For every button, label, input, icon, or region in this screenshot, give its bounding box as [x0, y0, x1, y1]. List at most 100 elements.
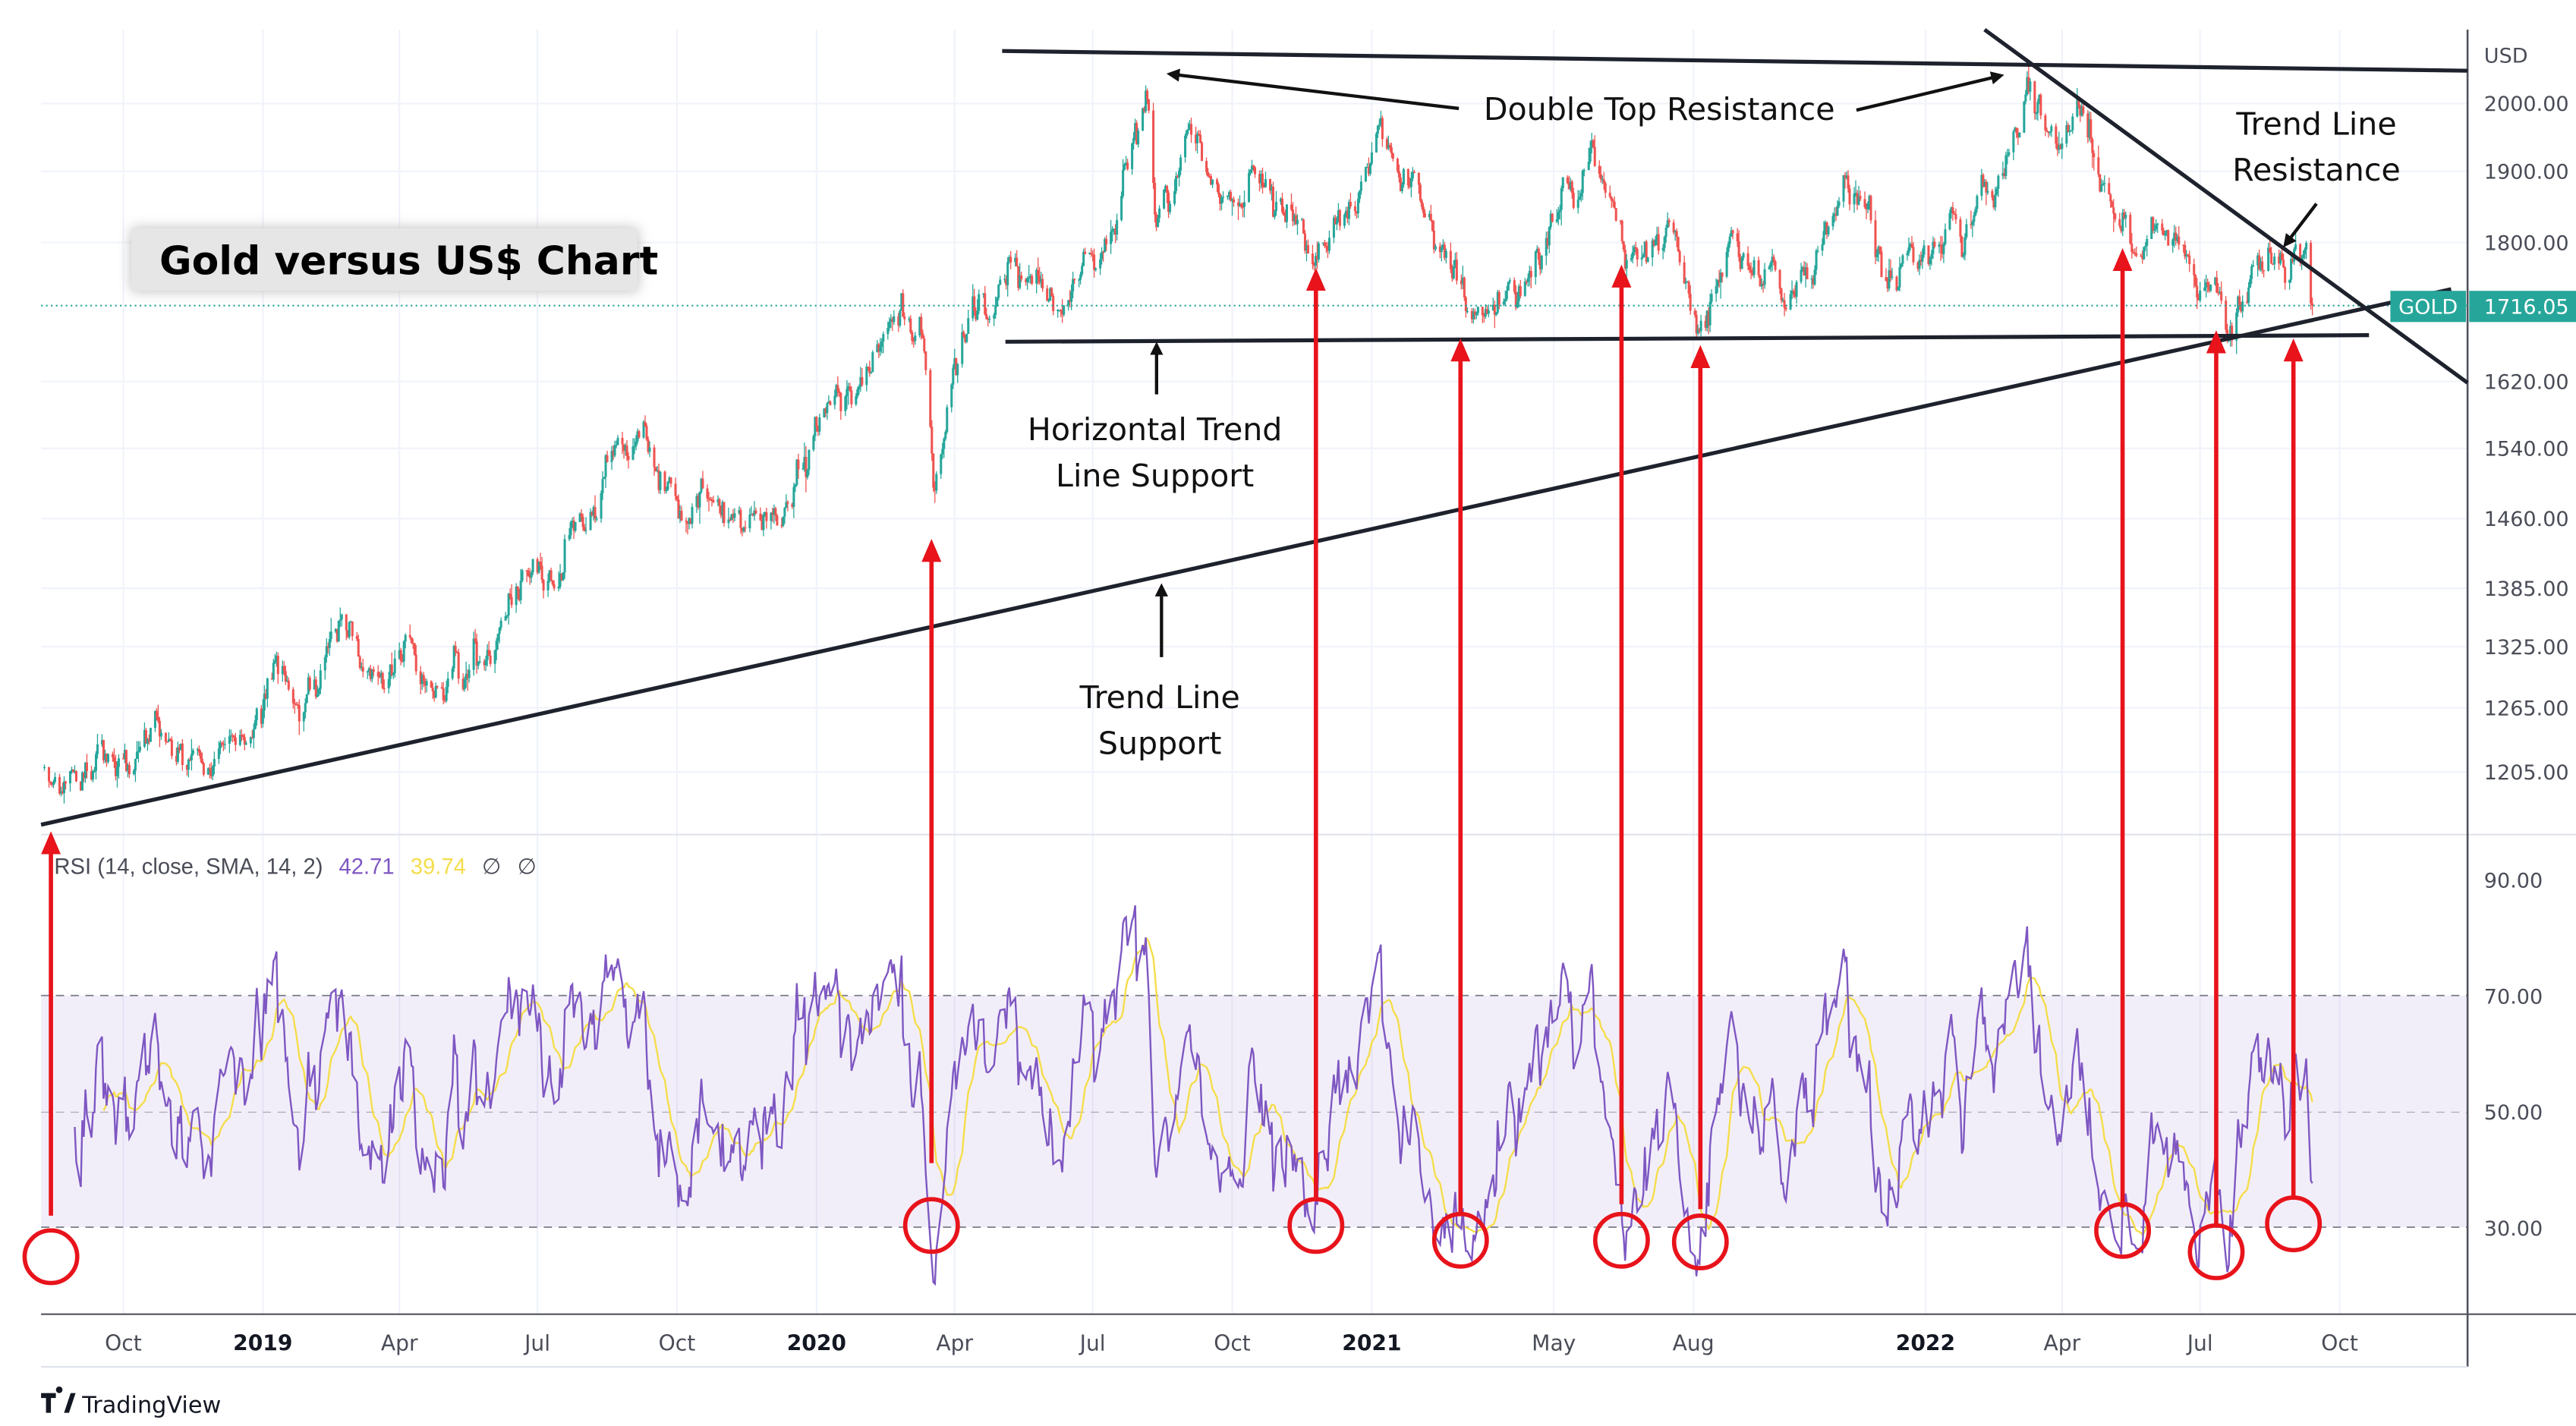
candle — [2206, 279, 2209, 293]
candle — [1948, 209, 1951, 231]
candle — [1535, 245, 1538, 253]
candle — [455, 650, 458, 654]
price-tick-label: 1620.00 — [2484, 370, 2569, 394]
candle — [903, 312, 906, 326]
candle — [844, 395, 847, 417]
candle — [515, 583, 518, 613]
candle — [2036, 99, 2039, 121]
candle — [1888, 258, 1891, 291]
candle — [1233, 196, 1236, 207]
candle — [1886, 277, 1889, 292]
candle — [345, 613, 348, 641]
time-axis[interactable]: Oct 2019 Apr Jul Oct 2020 Apr Jul Oct 2021 May Aug 2… — [105, 1330, 2358, 1355]
candle — [1420, 199, 1423, 210]
candle — [1619, 219, 1622, 225]
candle — [900, 293, 903, 311]
price-axis[interactable]: 2000.00 1900.00 1800.00 1620.00 1540.00 1460.… — [2484, 93, 2569, 785]
rsi-legend[interactable]: RSI (14, close, SMA, 14, 2) 42.71 39.74 … — [54, 855, 537, 880]
candle — [370, 669, 373, 683]
candle — [243, 733, 246, 751]
candle — [1716, 279, 1719, 293]
candle — [2252, 260, 2255, 268]
candle — [716, 495, 720, 507]
candle — [1211, 179, 1214, 188]
candle — [52, 779, 55, 789]
candle — [876, 340, 879, 353]
candle — [1631, 245, 1634, 263]
candle — [190, 738, 193, 771]
candle — [817, 425, 820, 436]
candle — [1452, 260, 1455, 280]
candle — [961, 323, 964, 368]
candle — [2208, 282, 2211, 293]
candle — [1273, 209, 1276, 220]
candle — [217, 741, 220, 764]
candle — [1963, 233, 1967, 261]
candle — [1041, 274, 1044, 292]
candle — [1502, 298, 1505, 307]
red-circle — [2265, 1195, 2322, 1253]
candle — [753, 501, 756, 521]
time-tick-label: Jul — [1079, 1330, 1106, 1355]
candle — [1953, 210, 1956, 216]
candle — [604, 454, 607, 488]
candle — [1111, 226, 1114, 242]
candle — [1865, 203, 1868, 219]
candle — [128, 761, 131, 779]
candle — [1752, 257, 1756, 279]
candle — [1663, 235, 1666, 253]
candle — [1444, 248, 1447, 264]
candle — [1906, 250, 1909, 261]
candle — [477, 661, 480, 669]
candle — [1901, 253, 1904, 267]
candle — [1148, 98, 1151, 114]
candle — [635, 435, 638, 451]
candle — [1513, 277, 1516, 294]
candle — [762, 512, 765, 537]
tradingview-logo[interactable]: TradingView — [41, 1386, 221, 1419]
candle — [1146, 88, 1149, 105]
candle — [886, 321, 890, 340]
rsi-axis[interactable]: 90.00 70.00 50.00 30.00 — [2484, 870, 2543, 1241]
candle — [1481, 306, 1484, 323]
candle — [1910, 236, 1913, 249]
candle — [754, 507, 757, 515]
candle — [1190, 117, 1193, 143]
candle — [85, 754, 88, 779]
candle — [134, 758, 137, 782]
candle — [1145, 85, 1148, 114]
candle — [149, 727, 152, 742]
candle — [1833, 207, 1836, 223]
candle — [1601, 175, 1604, 184]
candle — [1201, 140, 1204, 162]
candle — [1557, 206, 1560, 225]
candle — [1455, 252, 1458, 285]
candle — [952, 364, 955, 389]
candle — [773, 504, 776, 524]
candle — [74, 770, 77, 782]
candle — [1035, 267, 1038, 294]
candle — [871, 350, 874, 373]
candle — [1176, 175, 1179, 179]
candle — [1264, 172, 1268, 188]
candle — [1736, 228, 1739, 247]
candle — [1261, 167, 1264, 194]
candle — [238, 729, 241, 747]
candle — [899, 309, 902, 328]
candle — [103, 749, 106, 763]
candle — [622, 444, 625, 459]
candle — [2135, 246, 2138, 258]
tradingview-wordmark: TradingView — [81, 1393, 221, 1419]
candle — [1293, 212, 1296, 225]
candle — [1099, 253, 1102, 275]
candle — [801, 462, 805, 471]
candle — [254, 715, 257, 730]
candle — [2229, 320, 2232, 347]
candle — [879, 338, 882, 357]
candle — [592, 505, 595, 521]
candle — [1353, 200, 1356, 216]
candle — [1719, 269, 1722, 299]
candle — [1854, 180, 1857, 197]
candle — [648, 441, 651, 458]
